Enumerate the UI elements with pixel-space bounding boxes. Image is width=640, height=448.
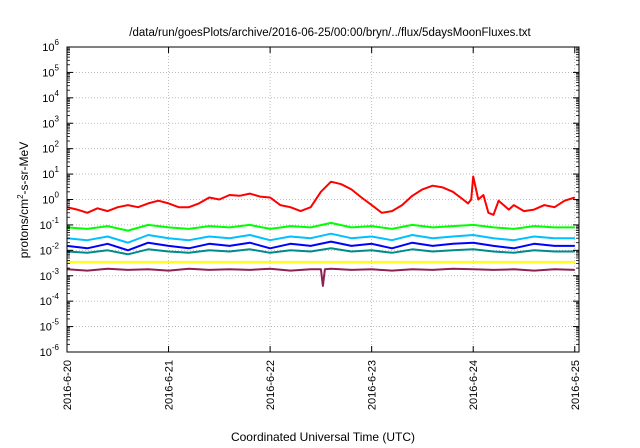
- y-tick-label: 100: [42, 191, 59, 207]
- y-tick-label: 10-5: [40, 318, 60, 334]
- x-axis-label: Coordinated Universal Time (UTC): [231, 430, 415, 444]
- series-line-3: [66, 232, 575, 244]
- series-line-7: [66, 267, 575, 287]
- x-tick-label: 2016-6-22: [265, 360, 277, 410]
- y-tick-label: 10-4: [40, 292, 60, 308]
- chart-title: /data/run/goesPlots/archive/2016-06-25/0…: [129, 27, 531, 39]
- y-tick-label: 10-2: [40, 241, 60, 257]
- x-tick-label: 2016-6-21: [164, 360, 176, 410]
- x-tick-label: 2016-6-24: [468, 360, 480, 410]
- x-tick-label: 2016-6-20: [62, 360, 74, 410]
- y-tick-label: 105: [42, 63, 59, 79]
- x-tick-label: 2016-6-23: [367, 360, 379, 410]
- y-tick-label: 102: [42, 140, 59, 156]
- x-tick-labels: 2016-6-20 2016-6-21 2016-6-22 2016-6-23 2016…: [62, 360, 582, 410]
- series-line-5: [66, 247, 575, 256]
- y-tick-label: 106: [42, 38, 59, 54]
- tick-marks: [66, 46, 579, 353]
- x-tick-label: 2016-6-25: [570, 360, 582, 410]
- y-tick-label: 101: [42, 165, 59, 181]
- y-tick-label: 10-6: [40, 343, 60, 359]
- y-tick-label: 104: [42, 89, 59, 105]
- series-line-1: [66, 175, 576, 216]
- series-line-2: [66, 221, 575, 232]
- grid: [67, 47, 579, 352]
- y-tick-label: 103: [42, 114, 59, 130]
- y-tick-label: 10-3: [40, 267, 60, 283]
- y-tick-label: 10-1: [40, 216, 60, 232]
- y-axis-label: protons/cm2-s-sr-MeV: [16, 142, 31, 258]
- series-line-4: [66, 240, 575, 252]
- y-tick-labels: 10-6 10-5 10-4 10-3 10-2 10-1 100 101 102 103 104 1…: [40, 38, 60, 359]
- series-layer: [66, 175, 576, 287]
